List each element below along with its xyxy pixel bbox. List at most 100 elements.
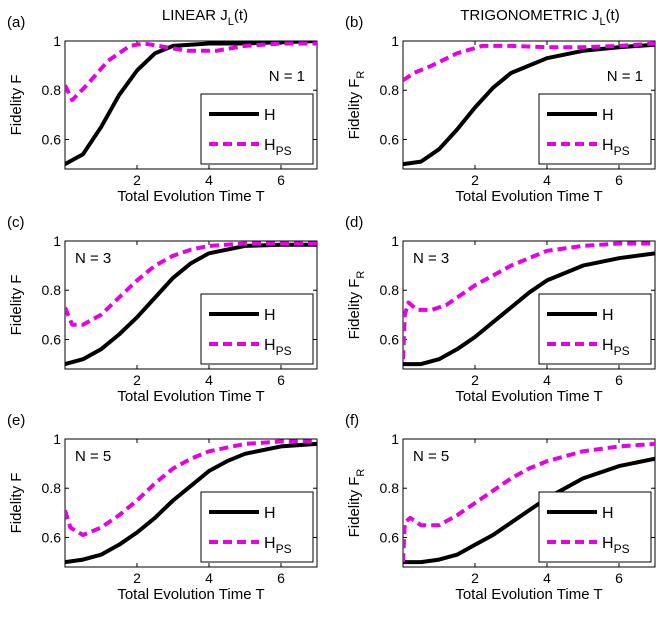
series-line-hps <box>403 41 655 83</box>
legend-label-h: H <box>264 107 276 124</box>
legend-label-hps: HPS <box>264 137 292 158</box>
y-axis-label: Fidelity F <box>8 75 25 136</box>
series-line-hps <box>65 241 317 327</box>
x-tick-label: 2 <box>133 570 141 586</box>
y-tick-label: 1 <box>53 431 61 447</box>
series-group <box>65 41 317 167</box>
y-axis-label: Fidelity FR <box>346 271 367 340</box>
legend: H HPS <box>538 293 652 365</box>
legend-label-hps: HPS <box>602 337 630 358</box>
x-tick-label: 4 <box>543 372 551 388</box>
legend-label-h: H <box>264 505 276 522</box>
y-tick-label: 0.8 <box>42 282 62 298</box>
y-tick-label: 1 <box>391 233 399 249</box>
legend-label-h: H <box>602 307 614 324</box>
legend: H HPS <box>538 491 652 563</box>
y-tick-label: 0.8 <box>42 480 62 496</box>
series-line-h <box>65 242 317 367</box>
legend-box <box>538 491 652 563</box>
series-group <box>65 439 317 565</box>
x-tick-label: 4 <box>543 172 551 188</box>
column-title-right-sub: L <box>599 16 605 28</box>
x-tick-label: 2 <box>471 172 479 188</box>
series-line-hps <box>403 241 655 360</box>
x-tick-label: 6 <box>615 172 623 188</box>
n-annotation: N = 3 <box>413 250 449 267</box>
legend: H HPS <box>538 93 652 165</box>
panel-label: (c) <box>7 214 25 231</box>
column-title-right: TRIGONOMETRIC JL(t) <box>460 7 619 28</box>
chart-panel-4: (d) 2 4 6 0.6 0.8 1 Total Evolution Time T Fidel… <box>345 214 656 405</box>
series-group <box>403 241 655 367</box>
legend-box <box>200 93 314 165</box>
column-title-left-main: LINEAR J <box>162 7 228 24</box>
x-axis-label: Total Evolution Time T <box>117 188 264 205</box>
column-title-right-main: TRIGONOMETRIC J <box>460 7 599 24</box>
svg-text:LINEAR JL(t): LINEAR JL(t) <box>162 7 248 28</box>
column-title-right-suffix: (t) <box>606 7 620 24</box>
legend-label-h: H <box>602 107 614 124</box>
n-annotation: N = 3 <box>75 250 111 267</box>
x-tick-label: 6 <box>615 372 623 388</box>
legend-box <box>200 293 314 365</box>
y-tick-label: 0.8 <box>380 480 400 496</box>
x-axis-label: Total Evolution Time T <box>455 188 602 205</box>
series-line-h <box>403 456 655 565</box>
series-line-hps <box>65 41 317 103</box>
y-tick-label: 0.8 <box>380 82 400 98</box>
y-tick-label: 1 <box>53 33 61 49</box>
x-tick-label: 6 <box>277 372 285 388</box>
legend-label-hps: HPS <box>602 137 630 158</box>
series-line-h <box>403 251 655 367</box>
n-annotation: N = 1 <box>607 68 643 85</box>
y-tick-label: 0.8 <box>42 82 62 98</box>
panel-label: (a) <box>7 14 25 31</box>
n-annotation: N = 1 <box>269 68 305 85</box>
x-axis-label: Total Evolution Time T <box>455 586 602 603</box>
series-line-h <box>65 41 317 167</box>
legend: H HPS <box>200 293 314 365</box>
series-line-h <box>65 441 317 565</box>
x-tick-label: 4 <box>205 570 213 586</box>
y-tick-label: 0.6 <box>380 529 400 545</box>
x-tick-label: 6 <box>277 172 285 188</box>
y-tick-label: 0.6 <box>42 529 62 545</box>
legend-label-hps: HPS <box>602 535 630 556</box>
x-axis-label: Total Evolution Time T <box>117 388 264 405</box>
panel-label: (d) <box>345 214 363 231</box>
y-axis-label: Fidelity F <box>8 275 25 336</box>
y-axis-label: Fidelity FR <box>346 469 367 538</box>
y-tick-label: 0.6 <box>380 331 400 347</box>
legend-label-hps: HPS <box>264 535 292 556</box>
x-tick-label: 6 <box>615 570 623 586</box>
legend-label-h: H <box>264 307 276 324</box>
x-tick-label: 2 <box>133 172 141 188</box>
panel-label: (b) <box>345 14 363 31</box>
y-axis-label: Fidelity F <box>8 473 25 534</box>
x-axis-label: Total Evolution Time T <box>455 388 602 405</box>
series-group <box>403 41 655 167</box>
legend-box <box>200 491 314 563</box>
column-title-left-sub: L <box>228 16 234 28</box>
x-tick-label: 6 <box>277 570 285 586</box>
x-tick-label: 2 <box>471 372 479 388</box>
y-tick-label: 0.8 <box>380 282 400 298</box>
chart-panel-6: (f) 2 4 6 0.6 0.8 1 Total Evolution Time T Fidel… <box>345 412 656 603</box>
y-axis-label: Fidelity FR <box>346 71 367 140</box>
y-tick-label: 0.6 <box>42 331 62 347</box>
n-annotation: N = 5 <box>413 448 449 465</box>
svg-text:TRIGONOMETRIC JL(t): TRIGONOMETRIC JL(t) <box>460 7 619 28</box>
chart-panel-1: (a) 2 4 6 0.6 0.8 1 Total Evolution Time T Fidel… <box>7 14 318 205</box>
y-tick-label: 1 <box>53 233 61 249</box>
series-line-hps <box>65 439 317 537</box>
chart-panel-2: (b) 2 4 6 0.6 0.8 1 Total Evolution Time T Fidel… <box>345 14 656 205</box>
x-tick-label: 2 <box>471 570 479 586</box>
y-tick-label: 1 <box>391 431 399 447</box>
x-tick-label: 2 <box>133 372 141 388</box>
series-group <box>403 441 655 565</box>
chart-panel-5: (e) 2 4 6 0.6 0.8 1 Total Evolution Time T Fidel… <box>7 412 318 603</box>
x-tick-label: 4 <box>205 372 213 388</box>
series-group <box>65 241 317 367</box>
legend-box <box>538 293 652 365</box>
